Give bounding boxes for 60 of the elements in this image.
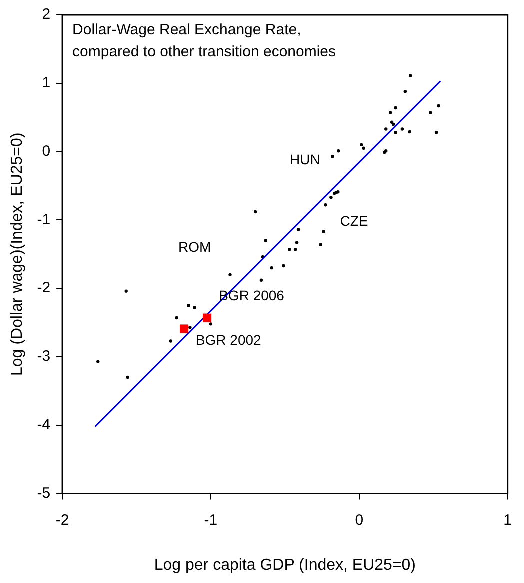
point: [362, 146, 366, 150]
point: [319, 243, 322, 246]
x-tick-label: -1: [204, 512, 218, 529]
point: [384, 128, 388, 131]
annotation: CZE: [340, 213, 368, 230]
point: [270, 266, 274, 270]
point: [282, 264, 286, 268]
point: [288, 248, 292, 252]
point: [331, 154, 334, 158]
y-tick-label: -4: [37, 416, 51, 434]
y-axis-title: Log (Dollar wage)(Index, EU25=0): [9, 132, 26, 376]
point: [180, 324, 188, 334]
point: [175, 316, 178, 320]
y-tick-label: -2: [37, 280, 51, 297]
y-tick-label: 0: [42, 142, 51, 160]
point: [337, 150, 340, 153]
point: [264, 239, 268, 242]
point: [360, 143, 364, 147]
point: [193, 306, 196, 310]
point: [429, 111, 432, 114]
point: [209, 322, 213, 326]
point: [394, 131, 398, 134]
point: [404, 90, 408, 94]
point: [388, 111, 392, 114]
point: [437, 104, 440, 108]
point: [400, 128, 404, 131]
point: [124, 290, 128, 293]
point: [228, 273, 232, 277]
point: [187, 304, 190, 308]
point: [408, 130, 412, 134]
text: Dollar-Wage Real Exchange Rate, compared to other transition economies: [72, 22, 336, 61]
point: [254, 210, 258, 214]
point: [324, 204, 328, 207]
point: [126, 376, 130, 380]
point: [188, 326, 192, 330]
x-tick-label: 1: [504, 512, 512, 529]
annotation: HUN: [290, 151, 320, 168]
point: [96, 360, 100, 364]
point: [392, 122, 396, 126]
point: [394, 106, 398, 110]
point: [434, 131, 438, 134]
annotation: ROM: [178, 239, 212, 256]
x-tick-label: 0: [355, 512, 364, 529]
y-tick-label: -1: [37, 211, 51, 228]
point: [330, 196, 333, 200]
x-tick-label: -2: [56, 512, 70, 529]
point: [296, 228, 300, 232]
annotation: BGR 2002: [196, 332, 262, 348]
point: [260, 278, 264, 282]
x-axis-title: Log per capita GDP (Index, EU25=0): [154, 556, 416, 574]
point: [294, 248, 298, 252]
point: [169, 340, 172, 343]
point: [322, 230, 326, 234]
y-tick-label: -5: [37, 484, 51, 502]
y-tick-label: -3: [37, 348, 51, 366]
y-tick-label: 2: [42, 6, 51, 24]
point: [203, 314, 212, 322]
point: [409, 74, 412, 78]
y-tick-label: 1: [42, 74, 51, 92]
point: [295, 241, 299, 244]
